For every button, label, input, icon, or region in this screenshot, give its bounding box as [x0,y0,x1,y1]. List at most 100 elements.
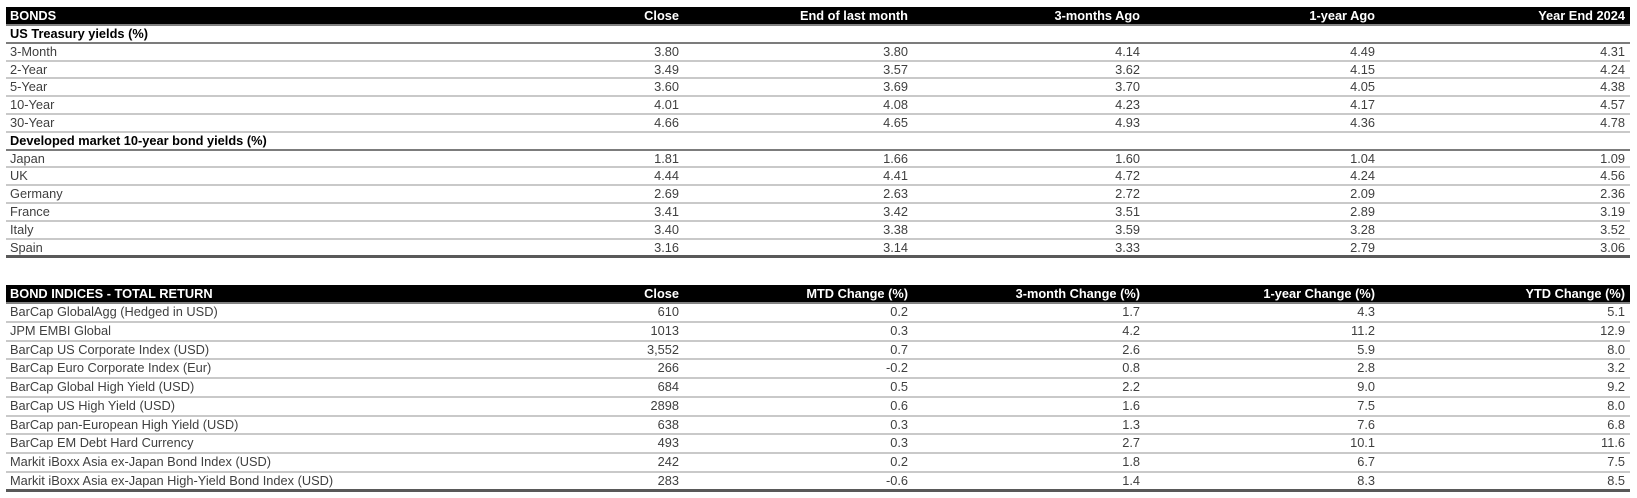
value-cell: 1.4 [913,471,1145,493]
value-cell: 2.8 [1145,359,1380,380]
value-cell: 3.16 [436,238,684,259]
value-cell: 4.17 [1145,96,1380,115]
value-cell: 4.41 [684,167,913,187]
row-label: France [6,202,436,222]
table-row: Italy 3.40 3.38 3.59 3.28 3.52 [6,220,1630,240]
table-row: BarCap pan-European High Yield (USD) 638 0… [6,415,1630,436]
value-cell: 3.70 [913,78,1145,98]
value-cell: 3.52 [1380,220,1630,240]
value-cell: 8.0 [1380,340,1630,361]
value-cell: 5.9 [1145,340,1380,361]
value-cell: 1.81 [436,149,684,169]
value-cell: 6.7 [1145,452,1380,473]
value-cell: 3.80 [684,42,913,62]
value-cell: 2.2 [913,378,1145,398]
table-row: 30-Year 4.66 4.65 4.93 4.36 4.78 [6,113,1630,133]
value-cell: 1.8 [913,452,1145,473]
table-row: 5-Year 3.60 3.69 3.70 4.05 4.38 [6,78,1630,98]
bond-indices-header-row: BOND INDICES - TOTAL RETURN Close MTD Ch… [6,285,1630,305]
table-row: 3-Month 3.80 3.80 4.14 4.49 4.31 [6,42,1630,62]
row-label: BarCap Euro Corporate Index (Eur) [6,359,436,380]
bonds-table: BONDS Close End of last month 3-months A… [6,7,1630,259]
value-cell: 4.08 [684,96,913,115]
bonds-header-row: BONDS Close End of last month 3-months A… [6,7,1630,26]
row-label: Spain [6,238,436,259]
row-label: BarCap US Corporate Index (USD) [6,340,436,361]
bonds-col-1-year-ago: 1-year Ago [1145,7,1380,26]
value-cell: 3.51 [913,202,1145,222]
value-cell: 7.5 [1145,396,1380,417]
value-cell: 8.3 [1145,471,1380,493]
row-label: Japan [6,149,436,169]
table-row: UK 4.44 4.41 4.72 4.24 4.56 [6,167,1630,187]
table-row: France 3.41 3.42 3.51 2.89 3.19 [6,202,1630,222]
value-cell: 610 [436,303,684,324]
row-label: BarCap US High Yield (USD) [6,396,436,417]
bond-indices-table: BOND INDICES - TOTAL RETURN Close MTD Ch… [6,285,1630,493]
value-cell: 4.14 [913,42,1145,62]
value-cell: 3.33 [913,238,1145,259]
value-cell: 4.78 [1380,113,1630,133]
value-cell: 4.3 [1145,303,1380,324]
table-row: BarCap US Corporate Index (USD) 3,552 0.7 2… [6,340,1630,361]
value-cell: 11.2 [1145,322,1380,342]
bonds-table-title: BONDS [6,7,436,26]
value-cell: 0.6 [684,396,913,417]
value-cell: 1013 [436,322,684,342]
value-cell: 3.49 [436,60,684,80]
value-cell: 3,552 [436,340,684,361]
table-row: JPM EMBI Global 1013 0.3 4.2 11.2 12.9 [6,322,1630,342]
value-cell: 3.80 [436,42,684,62]
section-header-row: US Treasury yields (%) [6,25,1630,44]
value-cell: 0.8 [913,359,1145,380]
value-cell: 11.6 [1380,434,1630,454]
row-label: 5-Year [6,78,436,98]
value-cell: 3.62 [913,60,1145,80]
table-spacer [6,258,1631,285]
row-label: 2-Year [6,60,436,80]
value-cell: 1.3 [913,415,1145,436]
table-row: BarCap EM Debt Hard Currency 493 0.3 2.7 10.… [6,434,1630,454]
value-cell: 2.7 [913,434,1145,454]
bond-indices-table-title: BOND INDICES - TOTAL RETURN [6,285,436,305]
value-cell: 3.57 [684,60,913,80]
table-row: BarCap Global High Yield (USD) 684 0.5 2.2 9… [6,378,1630,398]
bonds-table-body: US Treasury yields (%) 3-Month 3.80 3.80 4.1… [6,25,1630,259]
table-row: 2-Year 3.49 3.57 3.62 4.15 4.24 [6,60,1630,80]
value-cell: 4.72 [913,167,1145,187]
value-cell: 3.40 [436,220,684,240]
value-cell: 3.14 [684,238,913,259]
value-cell: 3.38 [684,220,913,240]
value-cell: -0.6 [684,471,913,493]
value-cell: 0.2 [684,452,913,473]
indices-col-3-month-change: 3-month Change (%) [913,285,1145,305]
value-cell: 266 [436,359,684,380]
indices-col-1-year-change: 1-year Change (%) [1145,285,1380,305]
value-cell: 4.01 [436,96,684,115]
row-label: UK [6,167,436,187]
value-cell: 0.3 [684,434,913,454]
value-cell: 283 [436,471,684,493]
row-label: Italy [6,220,436,240]
row-label: BarCap EM Debt Hard Currency [6,434,436,454]
value-cell: 3.59 [913,220,1145,240]
value-cell: 6.8 [1380,415,1630,436]
indices-col-mtd-change: MTD Change (%) [684,285,913,305]
value-cell: 4.65 [684,113,913,133]
value-cell: 4.56 [1380,167,1630,187]
indices-col-ytd-change: YTD Change (%) [1380,285,1630,305]
value-cell: 3.60 [436,78,684,98]
value-cell: 242 [436,452,684,473]
row-label: JPM EMBI Global [6,322,436,342]
value-cell: 2.09 [1145,185,1380,204]
value-cell: 8.5 [1380,471,1630,493]
section-label: Developed market 10-year bond yields (%) [6,131,1630,151]
value-cell: 3.41 [436,202,684,222]
value-cell: 4.23 [913,96,1145,115]
row-label: BarCap pan-European High Yield (USD) [6,415,436,436]
value-cell: 0.3 [684,322,913,342]
table-row: Markit iBoxx Asia ex-Japan High-Yield Bo… [6,471,1630,493]
table-row: BarCap GlobalAgg (Hedged in USD) 610 0.2 1.… [6,303,1630,324]
value-cell: 4.15 [1145,60,1380,80]
value-cell: 4.2 [913,322,1145,342]
